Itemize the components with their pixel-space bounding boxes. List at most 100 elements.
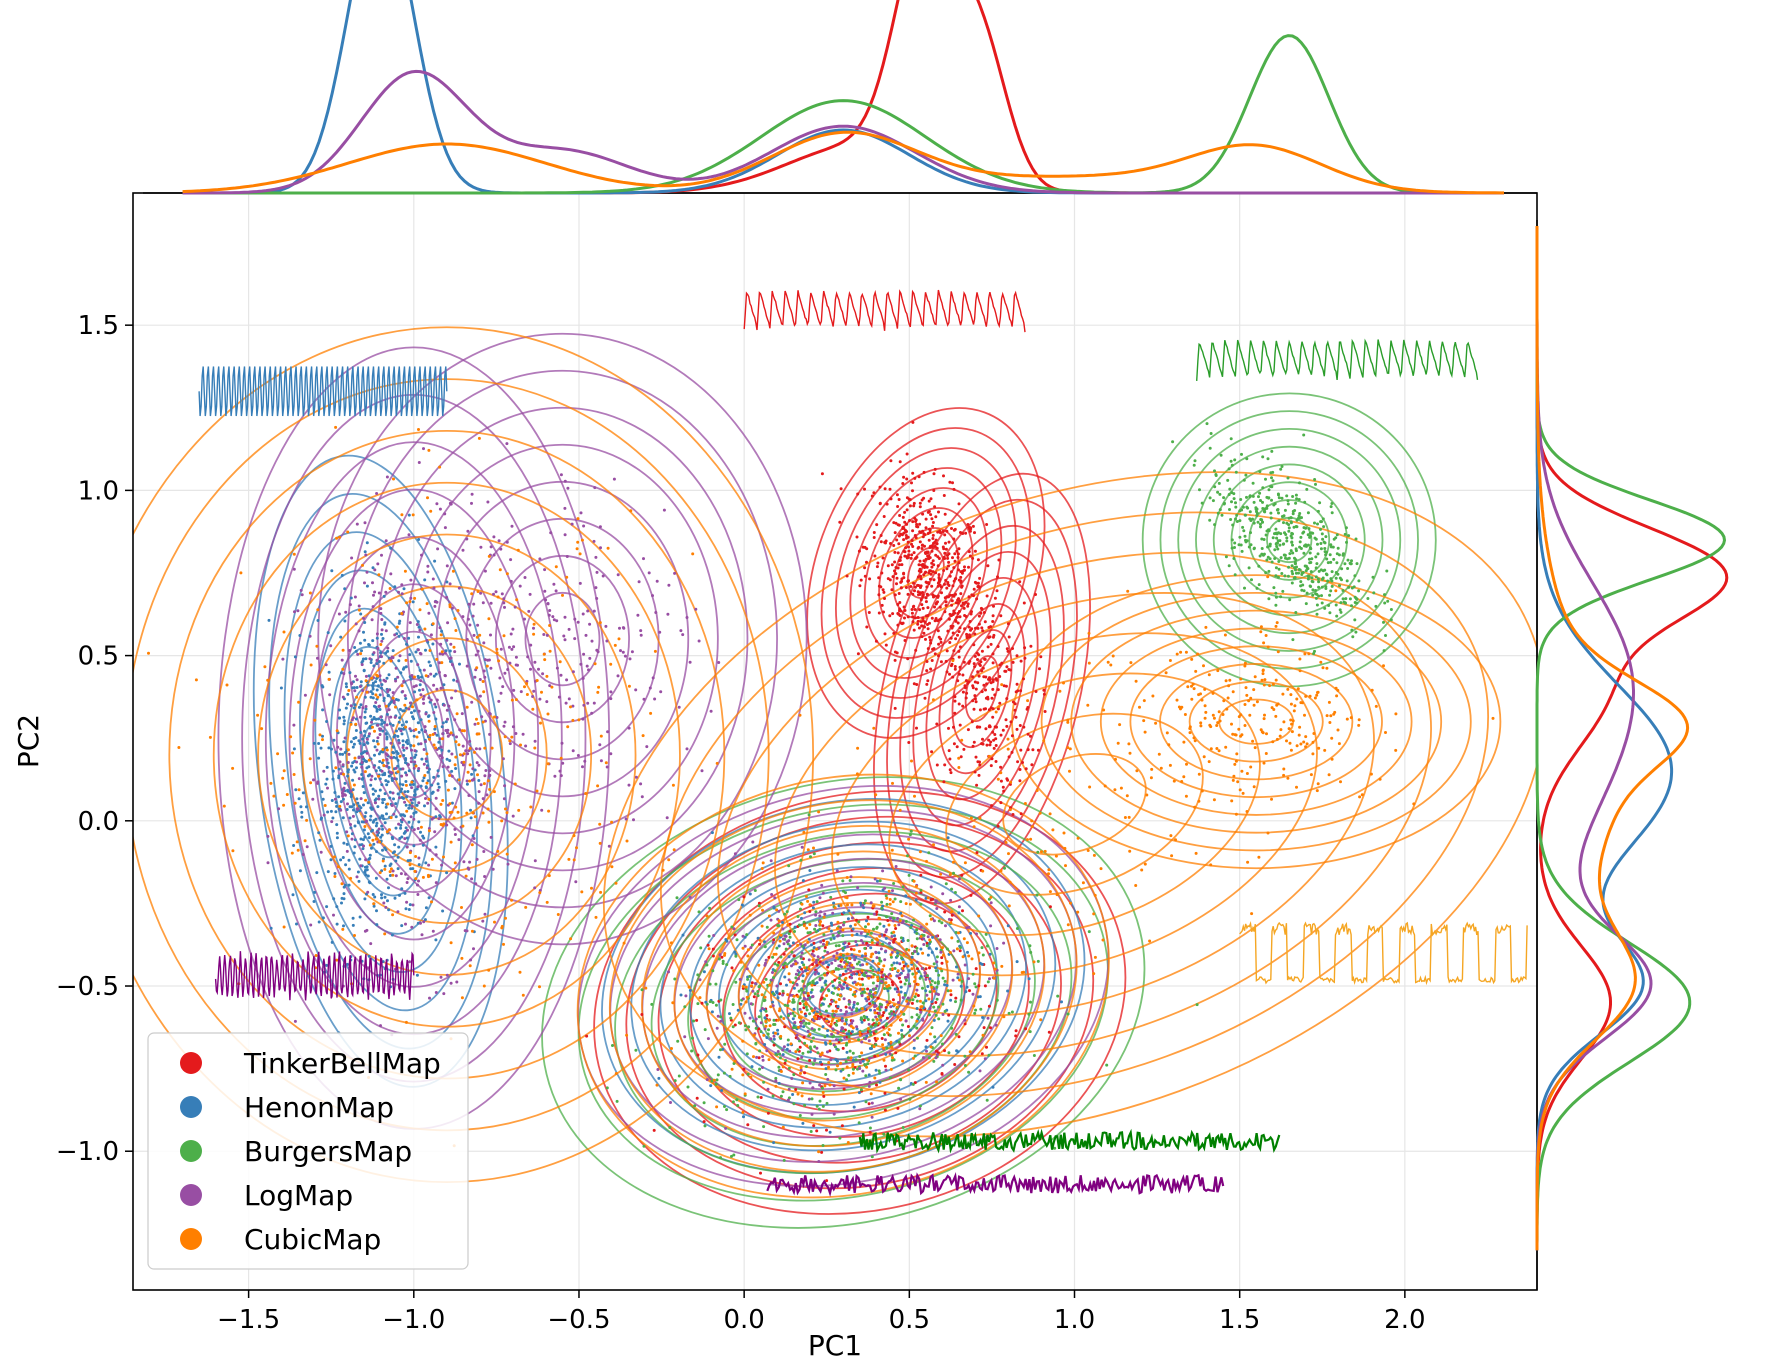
scatter-point: [413, 760, 417, 764]
scatter-point: [915, 999, 919, 1003]
scatter-point: [899, 532, 903, 536]
scatter-point: [482, 641, 486, 645]
scatter-point: [836, 993, 840, 997]
scatter-point: [1315, 603, 1319, 607]
scatter-point: [460, 956, 464, 960]
scatter-point: [1233, 546, 1236, 549]
scatter-point: [999, 765, 1003, 769]
scatter-point: [741, 934, 745, 938]
scatter-point: [731, 1100, 735, 1104]
scatter-point: [765, 1014, 769, 1017]
scatter-point: [381, 637, 385, 640]
scatter-point: [1230, 546, 1234, 550]
scatter-point: [405, 746, 409, 750]
scatter-point: [489, 633, 492, 637]
scatter-point: [733, 852, 737, 856]
scatter-point: [941, 1002, 945, 1006]
scatter-point: [930, 616, 934, 620]
scatter-point: [381, 729, 385, 733]
scatter-point: [463, 929, 467, 933]
scatter-point: [378, 674, 382, 678]
scatter-point: [412, 817, 416, 821]
scatter-point: [292, 552, 296, 556]
scatter-point: [401, 818, 405, 821]
scatter-point: [913, 950, 917, 953]
scatter-point: [298, 634, 302, 637]
scatter-point: [717, 661, 721, 664]
scatter-point: [989, 706, 993, 710]
scatter-point: [1315, 612, 1319, 616]
scatter-point: [932, 647, 936, 651]
scatter-point: [331, 816, 335, 820]
scatter-point: [819, 997, 823, 1001]
scatter-point: [707, 934, 711, 938]
scatter-point: [361, 755, 365, 759]
scatter-point: [1285, 539, 1289, 543]
scatter-point: [1216, 721, 1220, 725]
scatter-point: [357, 756, 361, 760]
scatter-point: [1267, 496, 1271, 500]
scatter-point: [917, 593, 920, 597]
scatter-point: [393, 633, 397, 637]
scatter-point: [954, 619, 958, 623]
scatter-point: [1331, 545, 1335, 549]
scatter-point: [778, 1056, 782, 1060]
scatter-point: [453, 718, 457, 722]
scatter-point: [779, 1015, 783, 1019]
scatter-point: [377, 797, 381, 801]
scatter-point: [1215, 724, 1219, 727]
scatter-point: [804, 969, 807, 973]
scatter-point: [528, 592, 532, 596]
scatter-point: [1265, 558, 1269, 562]
scatter-point: [1006, 989, 1010, 993]
scatter-point: [231, 849, 235, 853]
scatter-point: [764, 1009, 768, 1013]
scatter-point: [586, 701, 590, 705]
scatter-point: [952, 528, 956, 532]
scatter-point: [757, 1056, 761, 1060]
scatter-point: [958, 626, 962, 630]
scatter-point: [702, 1101, 706, 1105]
scatter-point: [911, 972, 915, 976]
scatter-point: [350, 682, 354, 686]
scatter-point: [907, 545, 910, 549]
scatter-point: [451, 868, 455, 872]
scatter-point: [1307, 575, 1311, 578]
scatter-point: [778, 1052, 782, 1056]
scatter-point: [883, 632, 887, 636]
scatter-point: [354, 722, 358, 726]
scatter-point: [1277, 511, 1280, 515]
scatter-point: [939, 640, 943, 644]
scatter-point: [404, 725, 408, 729]
scatter-point: [889, 955, 893, 959]
scatter-point: [443, 651, 447, 655]
kde-contour: [641, 824, 1046, 1148]
scatter-point: [753, 889, 757, 892]
scatter-point: [363, 581, 366, 585]
scatter-point: [363, 825, 367, 828]
scatter-point: [533, 739, 537, 743]
scatter-point: [368, 853, 372, 857]
scatter-point: [470, 778, 474, 782]
scatter-point: [363, 770, 367, 774]
scatter-point: [855, 1025, 859, 1029]
scatter-point: [957, 568, 960, 572]
scatter-point: [953, 559, 957, 563]
scatter-point: [360, 765, 364, 769]
scatter-point: [1029, 644, 1033, 648]
scatter-point: [898, 563, 901, 567]
scatter-point: [772, 1037, 776, 1041]
scatter-point: [941, 1042, 944, 1046]
scatter-point: [875, 910, 879, 914]
scatter-point: [358, 741, 362, 745]
scatter-point: [460, 906, 463, 909]
scatter-point: [418, 608, 422, 612]
scatter-point: [1007, 755, 1011, 759]
scatter-point: [1016, 760, 1020, 764]
scatter-point: [957, 578, 961, 582]
scatter-point: [407, 533, 411, 537]
scatter-point: [501, 757, 505, 761]
scatter-point: [386, 780, 390, 784]
scatter-point: [970, 610, 973, 614]
scatter-point: [924, 999, 928, 1003]
